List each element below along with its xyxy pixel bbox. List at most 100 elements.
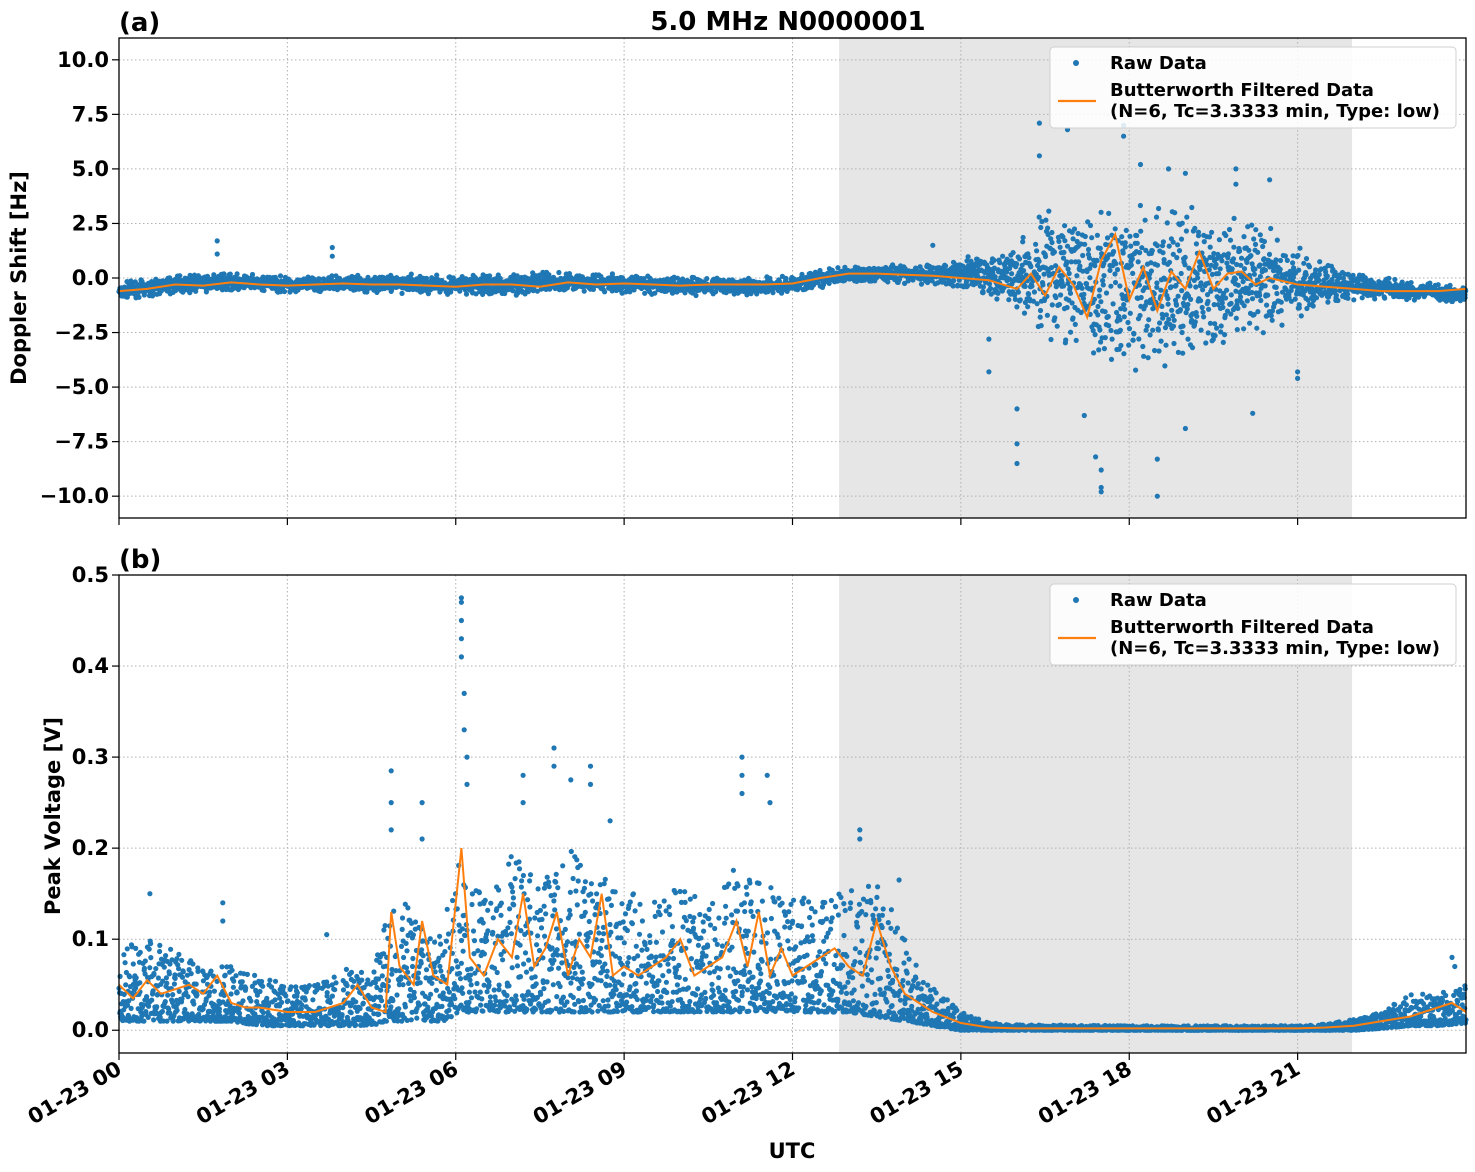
raw-data-point <box>1033 241 1039 247</box>
raw-data-point <box>1028 264 1034 270</box>
raw-data-point <box>1038 224 1044 231</box>
raw-data-point <box>127 974 133 980</box>
raw-data-point <box>1153 214 1160 220</box>
raw-data-point <box>1053 263 1059 269</box>
raw-data-point <box>171 981 177 987</box>
raw-data-point <box>1149 248 1155 254</box>
raw-data-point <box>1137 202 1143 209</box>
raw-data-point <box>149 293 156 299</box>
raw-data-point <box>194 992 200 998</box>
raw-data-point <box>157 942 163 949</box>
raw-data-point <box>1026 291 1032 297</box>
raw-data-point <box>1382 295 1388 301</box>
raw-data-point <box>170 992 176 998</box>
raw-data-point <box>1121 314 1127 320</box>
raw-data-point <box>1128 243 1134 249</box>
raw-data-point <box>191 1001 197 1007</box>
raw-data-point <box>1249 222 1255 228</box>
raw-data-point <box>164 980 170 986</box>
raw-data-point <box>117 973 123 980</box>
raw-data-point <box>195 273 201 279</box>
raw-data-point <box>1021 310 1028 316</box>
raw-data-point <box>1148 268 1154 274</box>
raw-data-point <box>211 988 217 994</box>
raw-data-point <box>1085 246 1092 253</box>
raw-data-point <box>1172 210 1178 216</box>
raw-data-point <box>234 271 240 277</box>
raw-data-point <box>1060 283 1067 289</box>
raw-data-point <box>1080 252 1086 259</box>
raw-data-point <box>1034 301 1040 307</box>
raw-data-point <box>1073 337 1079 343</box>
raw-data-point <box>1114 267 1121 273</box>
raw-data-point <box>1101 273 1107 279</box>
raw-data-point <box>203 289 209 295</box>
raw-data-point <box>1192 225 1198 231</box>
raw-data-point <box>227 271 233 277</box>
raw-data-point <box>1251 236 1257 242</box>
raw-data-point <box>602 289 608 295</box>
raw-data-point <box>1176 248 1183 254</box>
raw-data-point <box>1184 214 1190 220</box>
raw-data-point <box>136 294 142 300</box>
raw-data-point <box>1056 238 1062 244</box>
raw-data-point <box>1141 353 1147 359</box>
raw-data-point <box>1163 312 1169 318</box>
raw-data-point <box>333 980 339 986</box>
raw-data-point <box>1051 249 1057 255</box>
raw-data-point <box>1049 239 1055 246</box>
raw-data-point <box>252 972 258 979</box>
raw-data-point <box>172 975 178 982</box>
raw-data-point <box>141 965 147 971</box>
y-tick-label: 2.5 <box>72 211 109 235</box>
raw-data-point <box>260 274 266 280</box>
raw-data-point <box>1295 252 1301 259</box>
raw-data-point <box>1134 240 1140 246</box>
raw-data-point <box>283 993 289 999</box>
raw-data-outlier <box>1295 375 1301 381</box>
panel-b: (b) 0.00.10.20.30.40.5 01-23 00 01-23 03 0… <box>24 545 1469 1163</box>
raw-data-point <box>1049 302 1055 308</box>
raw-data-outlier <box>1014 441 1020 447</box>
raw-data-point <box>1265 292 1271 298</box>
raw-data-point <box>1225 251 1231 257</box>
raw-data-point <box>1170 323 1177 329</box>
raw-data-point <box>1117 317 1123 323</box>
raw-data-point <box>1303 272 1309 278</box>
raw-data-point <box>151 1017 157 1023</box>
raw-data-outlier <box>1233 181 1239 187</box>
raw-data-point <box>240 998 246 1004</box>
raw-data-point <box>1154 243 1160 249</box>
raw-data-point <box>1332 288 1338 294</box>
raw-data-point <box>1241 326 1247 332</box>
raw-data-point <box>1087 222 1094 229</box>
raw-data-point <box>1170 313 1176 319</box>
raw-data-point <box>1180 350 1186 356</box>
raw-data-point <box>1155 327 1161 333</box>
panel-a-legend: Raw Data Butterworth Filtered Data (N=6,… <box>1049 46 1457 129</box>
raw-data-point <box>1184 306 1190 312</box>
raw-data-point <box>1274 237 1280 243</box>
raw-data-point <box>1169 307 1175 313</box>
raw-data-outlier <box>1165 166 1172 172</box>
raw-data-point <box>943 263 949 269</box>
raw-data-point <box>1130 337 1136 343</box>
raw-data-outlier <box>329 244 335 251</box>
raw-data-point <box>1000 253 1006 259</box>
raw-data-point <box>1166 316 1172 322</box>
raw-data-point <box>1157 320 1163 326</box>
raw-data-point <box>1121 302 1127 308</box>
y-tick-label: −10.0 <box>40 484 109 508</box>
raw-data-point <box>281 288 288 295</box>
raw-data-point <box>1206 306 1212 312</box>
raw-data-point <box>1313 295 1320 301</box>
raw-data-outlier <box>1014 406 1020 412</box>
raw-data-point <box>1166 259 1173 265</box>
raw-data-point <box>1066 270 1072 277</box>
raw-data-point <box>1200 309 1206 315</box>
raw-data-point <box>1325 299 1331 305</box>
raw-data-point <box>1192 319 1198 325</box>
raw-data-point <box>1226 226 1233 233</box>
raw-data-point <box>399 290 405 296</box>
